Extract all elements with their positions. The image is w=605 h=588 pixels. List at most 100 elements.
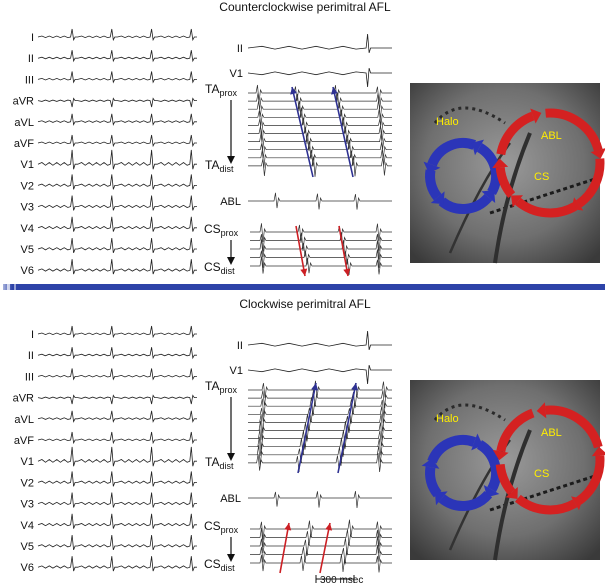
ecg-trace bbox=[37, 394, 197, 405]
blue-wavefront-arrowhead bbox=[481, 190, 496, 203]
cs-dist-label: CSdist bbox=[204, 260, 235, 276]
cs-activation-arrow bbox=[338, 225, 349, 277]
ecg-trace bbox=[37, 71, 197, 84]
ta-prox-label: TAprox bbox=[205, 82, 237, 98]
ecg-trace bbox=[37, 368, 197, 381]
halo-label: Halo bbox=[436, 413, 459, 425]
halo-catheter bbox=[433, 106, 506, 125]
ecg-trace bbox=[37, 174, 197, 190]
ecg-lead-label: V6 bbox=[21, 562, 34, 574]
red-wavefront-arc bbox=[495, 463, 516, 495]
ecg-trace bbox=[37, 492, 197, 508]
ecg-trace bbox=[37, 97, 197, 108]
ecg-lead-label: aVR bbox=[13, 393, 34, 405]
section-divider bbox=[0, 284, 605, 290]
surface-lead-trace bbox=[247, 67, 392, 88]
ta-electrogram bbox=[248, 436, 392, 457]
ta-prox-label: TAprox bbox=[205, 379, 237, 395]
ecg-trace bbox=[37, 237, 197, 253]
halo-label: Halo bbox=[436, 116, 459, 128]
scale-bar-label: 300 msec bbox=[320, 575, 363, 586]
red-wavefront-arc bbox=[515, 494, 578, 515]
blue-wavefront-arrowhead bbox=[421, 458, 440, 469]
ta-electrogram bbox=[248, 139, 392, 160]
cs-prox-label: CSprox bbox=[204, 222, 239, 238]
ecg-lead-label: III bbox=[25, 74, 34, 86]
surface-lead-label: II bbox=[237, 340, 243, 352]
ecg-trace bbox=[37, 471, 197, 487]
clockwise-panel: Clockwise perimitral AFLIIIIIIaVRaVLaVFV… bbox=[13, 297, 605, 574]
cs-electrogram bbox=[250, 249, 392, 268]
ecg-trace bbox=[37, 325, 197, 339]
cs-catheter bbox=[489, 473, 599, 512]
cs-activation-arrow bbox=[295, 225, 306, 277]
red-wavefront-arc bbox=[496, 408, 535, 453]
surface-lead-label: II bbox=[237, 43, 243, 55]
ecg-trace bbox=[37, 431, 197, 445]
blue-wavefront-arc bbox=[425, 169, 442, 201]
red-wavefront-arrowhead bbox=[492, 449, 509, 461]
cs-electrogram bbox=[250, 519, 392, 540]
cs-activation-arrow-head bbox=[325, 523, 333, 531]
cs-electrogram bbox=[250, 232, 392, 252]
ecg-lead-label: V2 bbox=[21, 180, 34, 192]
red-wavefront-arrowhead bbox=[505, 487, 518, 499]
halo-catheter bbox=[433, 403, 506, 422]
red-wavefront-arrowhead bbox=[591, 446, 605, 457]
ta-activation-arrow-head bbox=[290, 87, 297, 95]
cs-activation-arrow bbox=[319, 522, 331, 574]
ta-electrogram bbox=[248, 453, 392, 473]
ta-electrogram bbox=[248, 156, 392, 177]
surface-lead-label: V1 bbox=[230, 365, 243, 377]
ta-electrogram bbox=[248, 445, 392, 466]
ecg-trace bbox=[37, 149, 197, 170]
ta-electrogram bbox=[248, 406, 392, 424]
cs-catheter bbox=[489, 176, 599, 215]
intracardiac-recordings: II V1 TAprox TAdist ABL CSprox CSdist bbox=[204, 330, 392, 574]
blue-wavefront-arrowhead bbox=[471, 139, 484, 156]
ecg-lead-label: V4 bbox=[21, 223, 34, 235]
abl-label: ABL bbox=[220, 493, 241, 505]
ecg-lead-label: V3 bbox=[21, 202, 34, 214]
fluoroscopy-image: Halo ABL CS bbox=[410, 83, 605, 264]
ecg-trace bbox=[37, 195, 197, 211]
blue-wavefront-arc bbox=[476, 440, 501, 492]
red-wavefront-arc bbox=[545, 108, 603, 152]
cs-electrogram bbox=[250, 256, 392, 276]
red-wavefront-arrowhead bbox=[511, 195, 523, 208]
ta-activation-arrow bbox=[332, 86, 354, 178]
ecg-trace bbox=[37, 347, 197, 360]
ecg-lead-label: V5 bbox=[21, 244, 34, 256]
ecg-trace bbox=[37, 410, 197, 423]
down-arrow-icon bbox=[227, 453, 235, 461]
cs-electrogram bbox=[250, 536, 392, 557]
down-arrow-icon bbox=[227, 257, 235, 265]
surface-lead-trace bbox=[247, 330, 392, 351]
cs-electrogram bbox=[250, 223, 392, 243]
ecg-lead-label: V3 bbox=[21, 499, 34, 511]
ta-activation-arrow-head bbox=[311, 383, 319, 391]
ecg-lead-label: V2 bbox=[21, 477, 34, 489]
scale-bar: 300 msec bbox=[315, 575, 363, 586]
cs-activation-arrow bbox=[279, 522, 290, 574]
cs-activation-arrow-head bbox=[343, 268, 351, 276]
ecg-lead-label: I bbox=[31, 329, 34, 341]
ecg-lead-label: V6 bbox=[21, 265, 34, 277]
down-arrow-icon bbox=[227, 554, 235, 562]
panel-title: Counterclockwise perimitral AFL bbox=[219, 0, 391, 14]
ecg-lead-label: aVL bbox=[14, 414, 34, 426]
ta-activation-arrow bbox=[291, 86, 314, 178]
red-wavefront-arrowhead bbox=[590, 148, 605, 159]
ecg-trace bbox=[37, 556, 197, 572]
red-wavefront-arc bbox=[496, 111, 535, 156]
ecg-lead-label: V1 bbox=[21, 159, 34, 171]
abl-fluoro-label: ABL bbox=[541, 130, 562, 142]
ta-electrogram bbox=[248, 125, 392, 145]
red-wavefront-arrowhead bbox=[530, 108, 542, 124]
ecg-trace bbox=[37, 259, 197, 275]
abl-fluoro-label: ABL bbox=[541, 427, 562, 439]
ta-electrogram bbox=[248, 107, 392, 127]
cs-activation-arrow-head bbox=[300, 268, 308, 276]
red-wavefront-arc bbox=[515, 197, 578, 218]
